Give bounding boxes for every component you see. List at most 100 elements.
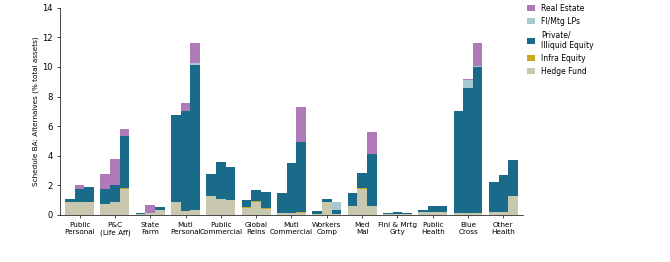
Bar: [84, 202, 94, 215]
Bar: [367, 154, 377, 206]
Bar: [75, 201, 84, 202]
Bar: [357, 173, 367, 188]
Legend: Real Estate, FI/Mtg LPs, Private/
Illiquid Equity, Infra Equity, Hedge Fund: Real Estate, FI/Mtg LPs, Private/ Illiqu…: [527, 4, 594, 76]
Bar: [438, 212, 447, 215]
Bar: [190, 210, 200, 215]
Bar: [226, 167, 235, 200]
Bar: [65, 201, 75, 202]
Bar: [65, 202, 75, 215]
Bar: [296, 107, 306, 143]
Bar: [383, 213, 393, 214]
Bar: [332, 201, 341, 210]
Bar: [110, 202, 120, 215]
Bar: [454, 111, 463, 213]
Bar: [454, 213, 463, 215]
Bar: [120, 189, 129, 215]
Bar: [489, 182, 498, 212]
Bar: [508, 160, 518, 196]
Bar: [110, 185, 120, 202]
Bar: [296, 213, 306, 215]
Bar: [296, 143, 306, 212]
Bar: [428, 206, 438, 212]
Bar: [181, 111, 190, 211]
Bar: [136, 214, 145, 215]
Bar: [312, 214, 322, 215]
Bar: [216, 162, 226, 199]
Bar: [261, 209, 271, 215]
Bar: [322, 199, 332, 202]
Bar: [190, 65, 200, 210]
Bar: [171, 115, 181, 202]
Bar: [75, 185, 84, 189]
Bar: [75, 202, 84, 215]
Bar: [242, 208, 251, 215]
Bar: [498, 212, 508, 215]
Bar: [489, 212, 498, 215]
Bar: [206, 174, 216, 196]
Bar: [383, 214, 393, 215]
Bar: [190, 63, 200, 65]
Bar: [206, 196, 216, 215]
Bar: [438, 206, 447, 212]
Bar: [190, 43, 200, 63]
Bar: [136, 213, 145, 214]
Bar: [242, 200, 251, 208]
Bar: [84, 187, 94, 201]
Bar: [463, 89, 473, 213]
Bar: [145, 205, 155, 213]
Bar: [357, 189, 367, 215]
Bar: [367, 132, 377, 154]
Bar: [463, 80, 473, 89]
Bar: [402, 213, 412, 214]
Bar: [287, 163, 296, 213]
Bar: [277, 213, 287, 215]
Bar: [120, 188, 129, 189]
Bar: [261, 208, 271, 209]
Bar: [75, 189, 84, 201]
Bar: [473, 66, 482, 67]
Y-axis label: Schedule BA: Alternaives (% total assets): Schedule BA: Alternaives (% total assets…: [33, 36, 40, 186]
Bar: [357, 188, 367, 189]
Bar: [498, 175, 508, 212]
Bar: [296, 212, 306, 213]
Bar: [171, 202, 181, 215]
Bar: [367, 206, 377, 215]
Bar: [251, 190, 261, 201]
Bar: [473, 43, 482, 66]
Bar: [312, 211, 322, 214]
Bar: [100, 204, 110, 215]
Bar: [120, 137, 129, 188]
Bar: [120, 129, 129, 137]
Bar: [145, 213, 155, 215]
Bar: [110, 159, 120, 185]
Bar: [277, 193, 287, 213]
Bar: [332, 210, 341, 214]
Bar: [463, 79, 473, 80]
Bar: [100, 174, 110, 189]
Bar: [508, 196, 518, 215]
Bar: [418, 212, 428, 215]
Bar: [332, 214, 341, 215]
Bar: [251, 201, 261, 215]
Bar: [348, 206, 357, 215]
Bar: [418, 210, 428, 212]
Bar: [428, 212, 438, 215]
Bar: [473, 67, 482, 213]
Bar: [216, 199, 226, 215]
Bar: [181, 211, 190, 215]
Bar: [65, 199, 75, 201]
Bar: [322, 202, 332, 215]
Bar: [348, 193, 357, 206]
Bar: [393, 214, 402, 215]
Bar: [155, 208, 165, 210]
Bar: [473, 213, 482, 215]
Bar: [84, 201, 94, 202]
Bar: [393, 212, 402, 214]
Bar: [287, 213, 296, 215]
Bar: [226, 200, 235, 215]
Bar: [181, 103, 190, 111]
Bar: [100, 189, 110, 204]
Bar: [402, 214, 412, 215]
Bar: [155, 210, 165, 215]
Bar: [463, 213, 473, 215]
